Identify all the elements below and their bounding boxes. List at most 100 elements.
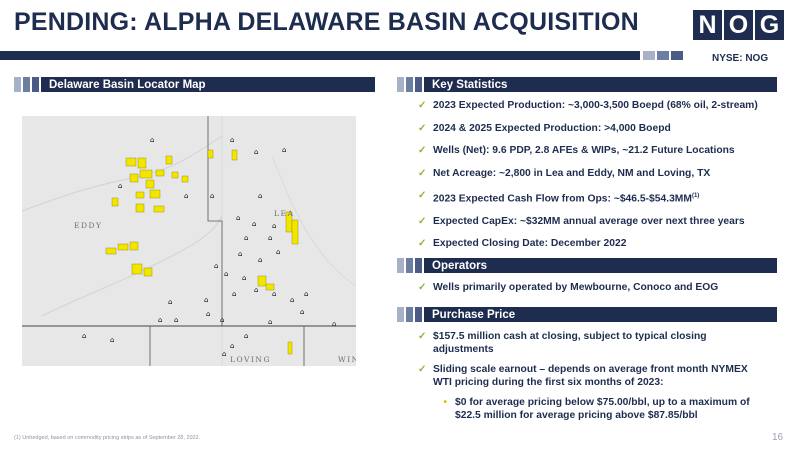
map-section-header: Delaware Basin Locator Map bbox=[14, 77, 375, 92]
list-item: ✓ 2023 Expected Production: ~3,000-3,500 … bbox=[418, 100, 778, 113]
map-label-winkler: WIN bbox=[338, 355, 356, 364]
check-icon: ✓ bbox=[418, 215, 427, 227]
acreage-block bbox=[143, 267, 153, 277]
check-icon: ✓ bbox=[418, 167, 427, 179]
acreage-block bbox=[111, 197, 119, 207]
well-symbol: ⌂ bbox=[184, 192, 188, 200]
acreage-block bbox=[137, 157, 147, 169]
map-label-lea: LEA bbox=[274, 209, 294, 218]
cashflow-text: 2023 Expected Cash Flow from Ops: ~$46.5… bbox=[433, 193, 692, 205]
header-square bbox=[415, 258, 422, 273]
well-symbol: ⌂ bbox=[282, 146, 286, 154]
well-symbol: ⌂ bbox=[272, 290, 276, 298]
nog-logo: N O G bbox=[693, 10, 784, 40]
header-square bbox=[406, 77, 413, 92]
header-square-1 bbox=[643, 51, 655, 60]
acreage-block bbox=[171, 171, 179, 179]
list-item-text: Net Acreage: ~2,800 in Lea and Eddy, NM … bbox=[433, 167, 711, 179]
well-symbol: ⌂ bbox=[300, 308, 304, 316]
well-symbol: ⌂ bbox=[220, 316, 224, 324]
operators-title: Operators bbox=[424, 258, 777, 273]
acreage-block bbox=[155, 169, 165, 177]
well-symbol: ⌂ bbox=[236, 214, 240, 222]
well-symbol: ⌂ bbox=[206, 310, 210, 318]
map-road bbox=[41, 215, 223, 317]
list-item-text: 2023 Expected Cash Flow from Ops: ~$46.5… bbox=[433, 190, 699, 206]
well-symbol: ⌂ bbox=[254, 286, 258, 294]
well-symbol: ⌂ bbox=[230, 136, 234, 144]
sub-list-item: • $0 for average pricing below $75.00/bbl… bbox=[418, 397, 763, 422]
ticker-label: NYSE: NOG bbox=[712, 53, 769, 64]
list-item: ✓ 2024 & 2025 Expected Production: >4,000… bbox=[418, 123, 778, 136]
well-symbols: ⌂ ⌂ ⌂ ⌂ ⌂ ⌂ ⌂ ⌂ ⌂ ⌂ ⌂ ⌂ ⌂ ⌂ ⌂ ⌂ ⌂ ⌂ ⌂ ⌂ ⌂ ⌂ ⌂ ⌂ ⌂ ⌂ ⌂… bbox=[82, 136, 336, 358]
list-item: ✓ Sliding scale earnout – depends on aver… bbox=[418, 364, 763, 389]
check-icon: ✓ bbox=[418, 145, 427, 156]
well-symbol: ⌂ bbox=[214, 262, 218, 270]
operators-header: Operators bbox=[397, 258, 777, 273]
well-symbol: ⌂ bbox=[332, 320, 336, 328]
header-square bbox=[415, 77, 422, 92]
well-symbol: ⌂ bbox=[118, 182, 122, 190]
header-square bbox=[397, 77, 404, 92]
map-section-title: Delaware Basin Locator Map bbox=[41, 77, 375, 92]
check-icon: ✓ bbox=[418, 364, 427, 375]
list-item-text: 2024 & 2025 Expected Production: >4,000 … bbox=[433, 122, 671, 134]
list-item-text: Sliding scale earnout – depends on avera… bbox=[433, 364, 748, 388]
well-symbol: ⌂ bbox=[276, 248, 280, 256]
well-symbol: ⌂ bbox=[242, 274, 246, 282]
sub-item-text: $0 for average pricing below $75.00/bbl,… bbox=[455, 397, 750, 421]
check-icon: ✓ bbox=[418, 100, 427, 111]
acreage-block bbox=[125, 157, 137, 167]
acreage-block bbox=[139, 169, 153, 179]
acreage-block bbox=[145, 179, 155, 189]
acreage-blocks bbox=[105, 149, 299, 355]
county-boundary bbox=[207, 116, 223, 326]
header-square bbox=[397, 258, 404, 273]
logo-letter-n: N bbox=[693, 10, 722, 40]
well-symbol: ⌂ bbox=[232, 290, 236, 298]
key-stats-header: Key Statistics bbox=[397, 77, 777, 92]
page-title: PENDING: ALPHA DELAWARE BASIN ACQUISITIO… bbox=[14, 8, 639, 36]
well-symbol: ⌂ bbox=[168, 298, 172, 306]
well-symbol: ⌂ bbox=[150, 136, 154, 144]
well-symbol: ⌂ bbox=[268, 234, 272, 242]
well-symbol: ⌂ bbox=[254, 148, 258, 156]
check-icon: ✓ bbox=[418, 331, 427, 342]
acreage-block bbox=[207, 149, 214, 159]
well-symbol: ⌂ bbox=[158, 316, 162, 324]
well-symbol: ⌂ bbox=[272, 222, 276, 230]
footnote: (1) Unhedged, based on commodity pricing… bbox=[14, 435, 201, 441]
locator-map: ⌂ ⌂ ⌂ ⌂ ⌂ ⌂ ⌂ ⌂ ⌂ ⌂ ⌂ ⌂ ⌂ ⌂ ⌂ ⌂ ⌂ ⌂ ⌂ ⌂ ⌂ ⌂ ⌂ ⌂ ⌂ ⌂ ⌂… bbox=[22, 116, 356, 366]
list-item: ✓ Wells primarily operated by Mewbourne, … bbox=[418, 282, 778, 295]
acreage-block bbox=[231, 149, 238, 161]
list-item: ✓ Expected Closing Date: December 2022 bbox=[418, 238, 778, 251]
header-rule bbox=[0, 51, 640, 60]
acreage-block bbox=[165, 155, 173, 165]
well-symbol: ⌂ bbox=[268, 318, 272, 326]
key-stats-title: Key Statistics bbox=[424, 77, 777, 92]
well-symbol: ⌂ bbox=[290, 296, 294, 304]
list-item: ✓ 2023 Expected Cash Flow from Ops: ~$46.… bbox=[418, 190, 778, 206]
well-symbol: ⌂ bbox=[82, 332, 86, 340]
list-item: ✓ Net Acreage: ~2,800 in Lea and Eddy, NM… bbox=[418, 168, 778, 181]
well-symbol: ⌂ bbox=[304, 290, 308, 298]
acreage-block bbox=[129, 173, 139, 183]
acreage-block bbox=[105, 247, 117, 255]
operators-list: ✓ Wells primarily operated by Mewbourne, … bbox=[418, 282, 778, 295]
header-square bbox=[397, 307, 404, 322]
well-symbol: ⌂ bbox=[238, 250, 242, 258]
acreage-block bbox=[135, 191, 145, 199]
check-icon: ✓ bbox=[418, 238, 427, 250]
well-symbol: ⌂ bbox=[174, 316, 178, 324]
bullet-icon: • bbox=[443, 397, 447, 408]
list-item: ✓ Expected CapEx: ~$32MM annual average o… bbox=[418, 216, 778, 229]
acreage-block bbox=[131, 263, 143, 275]
sub-bullet-row: • $0 for average pricing below $75.00/bbl… bbox=[433, 397, 763, 422]
acreage-block bbox=[287, 341, 293, 355]
header-square bbox=[32, 77, 39, 92]
list-item-text: 2023 Expected Production: ~3,000-3,500 B… bbox=[433, 100, 758, 111]
county-labels: EDDY LEA LOVING WIN bbox=[74, 209, 356, 364]
header-square-2 bbox=[657, 51, 669, 60]
purchase-price-list: ✓ $157.5 million cash at closing, subject… bbox=[418, 331, 763, 422]
acreage-block bbox=[257, 275, 267, 287]
